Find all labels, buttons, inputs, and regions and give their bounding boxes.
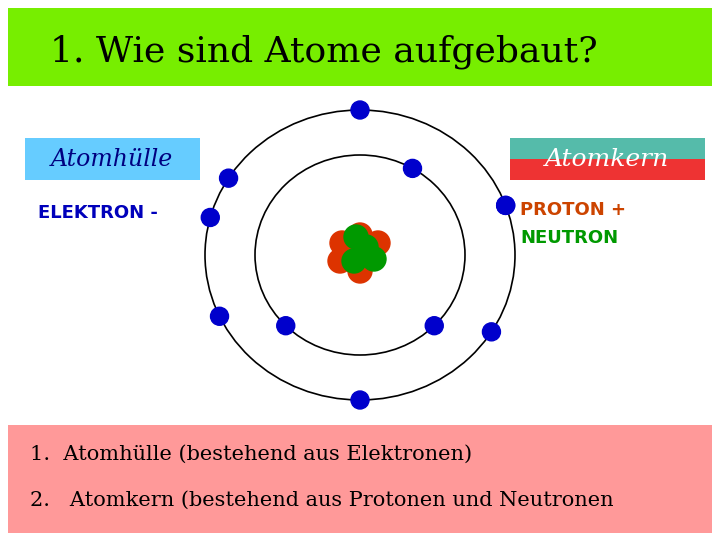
Circle shape [330, 231, 354, 255]
Text: 1. Wie sind Atome aufgebaut?: 1. Wie sind Atome aufgebaut? [50, 35, 598, 69]
Circle shape [366, 231, 390, 255]
Circle shape [362, 247, 386, 271]
Circle shape [338, 245, 362, 269]
Circle shape [348, 259, 372, 283]
Circle shape [348, 223, 372, 247]
Circle shape [276, 317, 294, 335]
Circle shape [220, 169, 238, 187]
Circle shape [351, 391, 369, 409]
Circle shape [344, 225, 368, 249]
Text: NEUTRON: NEUTRON [520, 229, 618, 247]
Circle shape [342, 249, 366, 273]
Circle shape [426, 317, 444, 335]
Circle shape [497, 197, 515, 214]
Text: Atomhülle: Atomhülle [51, 147, 173, 171]
FancyBboxPatch shape [510, 159, 705, 180]
FancyBboxPatch shape [510, 138, 705, 159]
Circle shape [202, 208, 220, 226]
Circle shape [210, 307, 228, 325]
Circle shape [482, 323, 500, 341]
FancyBboxPatch shape [8, 8, 712, 86]
Circle shape [328, 249, 352, 273]
Text: ELEKTRON -: ELEKTRON - [38, 204, 158, 222]
Text: PROTON +: PROTON + [520, 201, 626, 219]
Circle shape [354, 235, 378, 259]
Text: Atomkern: Atomkern [545, 147, 669, 171]
Text: 2.   Atomkern (bestehend aus Protonen und Neutronen: 2. Atomkern (bestehend aus Protonen und … [30, 490, 613, 510]
Text: 1.  Atomhülle (bestehend aus Elektronen): 1. Atomhülle (bestehend aus Elektronen) [30, 444, 472, 463]
Circle shape [351, 101, 369, 119]
Circle shape [403, 159, 421, 178]
FancyBboxPatch shape [25, 138, 200, 180]
Circle shape [497, 197, 515, 214]
Circle shape [358, 245, 382, 269]
FancyBboxPatch shape [8, 425, 712, 533]
